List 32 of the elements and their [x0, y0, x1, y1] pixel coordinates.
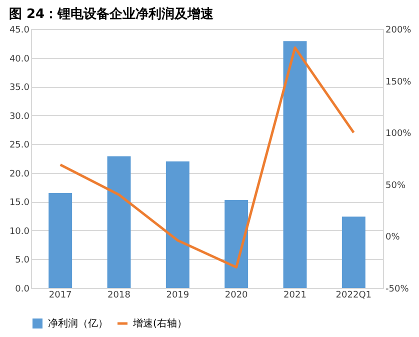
x-tick-label: 2019 — [166, 290, 190, 300]
y-tick-label: 10.0 — [9, 226, 30, 237]
y2-tick-label: 100% — [386, 129, 412, 140]
y2-tick-label: 0% — [386, 232, 400, 243]
legend-label: 净利润（亿） — [48, 318, 108, 330]
y-tick-label: 35.0 — [9, 83, 30, 94]
legend-label: 增速(右轴） — [132, 318, 187, 330]
x-tick-label: 2021 — [284, 290, 306, 300]
y2-tick-label: 150% — [386, 77, 412, 88]
y-tick-label: 20.0 — [9, 169, 30, 180]
bar — [166, 161, 190, 288]
bar — [48, 193, 72, 288]
bar — [224, 200, 248, 288]
y-tick-label: 25.0 — [9, 140, 30, 151]
y-tick-label: 0.0 — [15, 284, 30, 294]
x-tick-label: 2020 — [224, 290, 248, 300]
y-tick-label: 40.0 — [9, 54, 30, 64]
bar — [342, 216, 366, 288]
y-tick-label: 45.0 — [9, 26, 30, 36]
x-tick-label: 2017 — [48, 290, 72, 300]
line-series — [59, 46, 355, 269]
x-tick-label: 2018 — [108, 290, 131, 300]
y2-tick-label: 50% — [386, 180, 406, 191]
y-tick-label: 15.0 — [9, 198, 30, 208]
bar — [107, 156, 131, 288]
y2-tick-label: -50% — [386, 284, 410, 294]
chart-title: 图 24：锂电设备企业净利润及增速 — [8, 6, 215, 22]
y-tick-label: 30.0 — [9, 112, 30, 122]
y-tick-label: 5.0 — [15, 256, 30, 266]
bar — [283, 41, 307, 288]
x-tick-label: 2022Q1 — [336, 290, 372, 300]
y2-tick-label: 200% — [386, 26, 412, 36]
